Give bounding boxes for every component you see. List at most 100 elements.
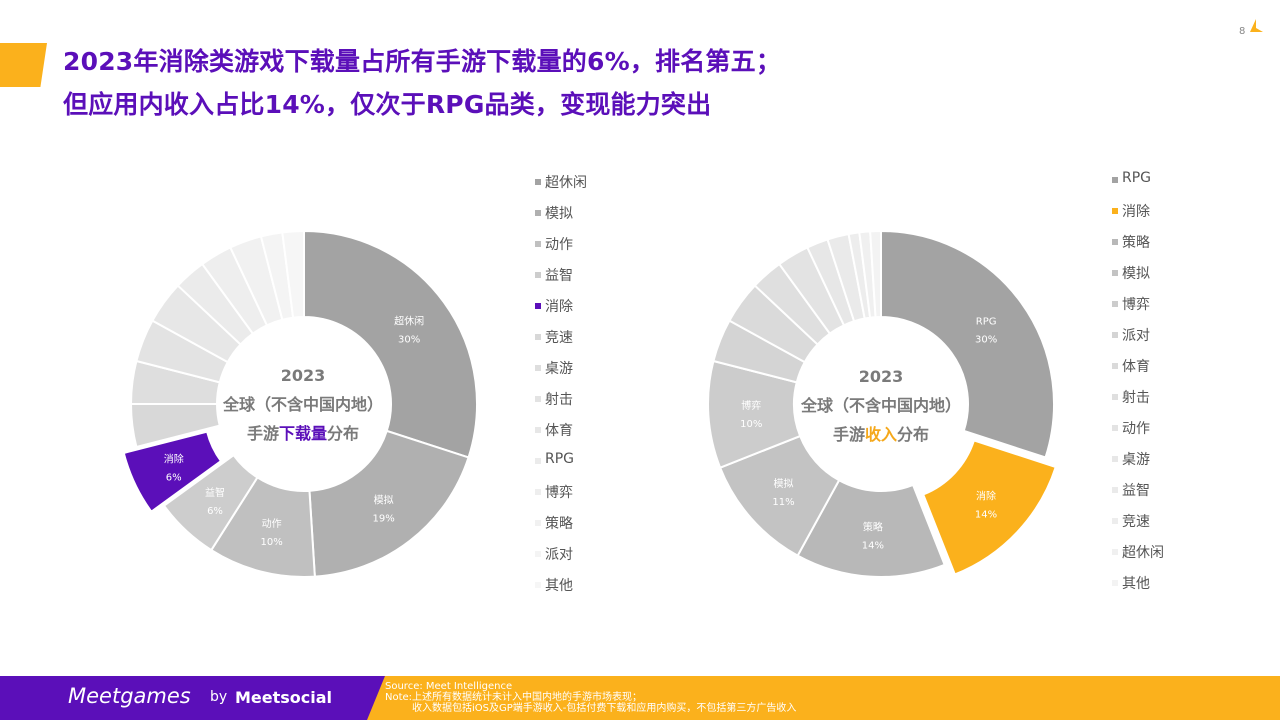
center-metric: 手游收入分布 [832, 425, 930, 444]
legend-swatch [1112, 270, 1118, 276]
legend-item: 射击 [1112, 387, 1164, 418]
legend-label: 桌游 [545, 361, 573, 377]
legend-swatch [1112, 549, 1118, 555]
legend-item: 益智 [1112, 480, 1164, 511]
legend-revenue: RPG 消除 策略 模拟 博弈 派对 体育 射击 动作 桌游 益智 竞速 超休闲 其他 [1112, 170, 1164, 604]
source-notes: Source: Meet Intelligence Note:上述所有数据统计未… [385, 681, 796, 714]
legend-item: 模拟 [1112, 263, 1164, 294]
legend-downloads: 超休闲 模拟 动作 益智 消除 竞速 桌游 射击 体育 RPG 博弈 策略 派对 其他 [535, 172, 587, 606]
legend-swatch [1112, 177, 1118, 183]
legend-label: 消除 [1122, 204, 1150, 220]
slice-其他 [869, 229, 882, 319]
legend-label: 射击 [1122, 390, 1150, 406]
title-line-1: 2023年消除类游戏下载量占所有手游下载量的6%，排名第五； [63, 47, 782, 76]
legend-swatch [535, 582, 541, 588]
page-number: 8 [1239, 26, 1246, 37]
legend-label: 模拟 [545, 206, 573, 222]
legend-swatch [535, 520, 541, 526]
title-accent-bar [0, 43, 47, 87]
center-region: 全球（不含中国内地） [800, 396, 961, 415]
page-title: 2023年消除类游戏下载量占所有手游下载量的6%，排名第五； 但应用内收入占比1… [63, 40, 781, 126]
legend-item: 体育 [535, 420, 587, 451]
legend-swatch [535, 396, 541, 402]
legend-swatch [535, 427, 541, 433]
meetsocial-logo: Meetsocial [235, 688, 333, 707]
data-label-策略: 策略 14% [862, 521, 884, 552]
legend-item: 动作 [1112, 418, 1164, 449]
legend-item: RPG [1112, 170, 1164, 201]
center-year: 2023 [280, 366, 326, 385]
legend-label: 超休闲 [1122, 545, 1164, 561]
legend-label: 桌游 [1122, 452, 1150, 468]
legend-item: 博弈 [535, 482, 587, 513]
legend-item: 派对 [535, 544, 587, 575]
legend-label: 其他 [1122, 576, 1150, 592]
legend-swatch [535, 303, 541, 309]
center-metric: 手游下载量分布 [246, 424, 360, 443]
corner-logo-icon [1250, 19, 1263, 32]
legend-item: 派对 [1112, 325, 1164, 356]
legend-item: 其他 [535, 575, 587, 606]
legend-label: RPG [1122, 170, 1152, 186]
slice-消除 [921, 439, 1058, 576]
legend-label: 派对 [1122, 328, 1150, 344]
legend-item: 消除 [535, 296, 587, 327]
donut-chart-1: 超休闲 30% 模拟 19% 动作 10% 益智 6% 消除 6% [122, 229, 478, 578]
legend-label: 博弈 [1122, 297, 1150, 313]
footer-notes-panel [367, 676, 1280, 720]
title-line-2: 但应用内收入占比14%，仅次于RPG品类，变现能力突出 [63, 90, 712, 119]
legend-label: RPG [545, 451, 575, 467]
legend-swatch [535, 365, 541, 371]
legend-label: 博弈 [545, 485, 573, 501]
legend-item: 其他 [1112, 573, 1164, 604]
logo-by-text: by [210, 689, 228, 705]
legend-label: 体育 [545, 423, 573, 439]
legend-label: 竞速 [545, 330, 573, 346]
legend-item: 桌游 [535, 358, 587, 389]
legend-label: 策略 [545, 516, 573, 532]
legend-label: 派对 [545, 547, 573, 563]
data-label-消除: 消除 6% [164, 452, 184, 483]
legend-label: 动作 [545, 237, 573, 253]
legend-item: 动作 [535, 234, 587, 265]
legend-label: 射击 [545, 392, 573, 408]
slice-益智 [162, 453, 259, 552]
legend-swatch [1112, 425, 1118, 431]
legend-swatch [1112, 580, 1118, 586]
donut-chart-2: RPG 30% 消除 14% 策略 14% 模拟 11% 博弈 10% [707, 229, 1058, 578]
legend-label: 动作 [1122, 421, 1150, 437]
slice-RPG [880, 229, 1055, 459]
legend-swatch [535, 210, 541, 216]
data-label-博弈: 博弈 10% [740, 399, 762, 430]
center-metric-highlight: 收入 [864, 425, 897, 444]
slice-其他 [281, 229, 305, 319]
note-line-1: Note:上述所有数据统计未计入中国内地的手游市场表现； [385, 692, 643, 703]
legend-label: 体育 [1122, 359, 1150, 375]
data-label-模拟: 模拟 11% [772, 477, 794, 508]
slice-消除 [122, 430, 223, 514]
legend-swatch [1112, 332, 1118, 338]
legend-item: 超休闲 [1112, 542, 1164, 573]
legend-swatch [535, 241, 541, 247]
center-region: 全球（不含中国内地） [222, 395, 383, 414]
legend-swatch [1112, 208, 1118, 214]
legend-item: 竞速 [1112, 511, 1164, 542]
note-line-2: 收入数据包括iOS及GP端手游收入-包括付费下载和应用内购买，不包括第三方广告收… [412, 703, 797, 714]
data-label-益智: 益智 6% [205, 486, 225, 517]
slice-超休闲 [303, 229, 478, 459]
legend-item: 消除 [1112, 201, 1164, 232]
legend-swatch [1112, 301, 1118, 307]
legend-item: 桌游 [1112, 449, 1164, 480]
legend-swatch [1112, 487, 1118, 493]
footer: Meetgames by Meetsocial Source: Meet Int… [0, 676, 1280, 720]
legend-swatch [1112, 456, 1118, 462]
center-year: 2023 [858, 367, 904, 386]
legend-item: 益智 [535, 265, 587, 296]
data-label-消除: 消除 14% [975, 490, 997, 521]
legend-swatch [535, 551, 541, 557]
legend-label: 模拟 [1122, 266, 1150, 282]
center-label-downloads: 2023 全球（不含中国内地） 手游下载量分布 [193, 361, 413, 448]
legend-swatch [1112, 518, 1118, 524]
legend-label: 消除 [545, 299, 573, 315]
legend-swatch [535, 272, 541, 278]
